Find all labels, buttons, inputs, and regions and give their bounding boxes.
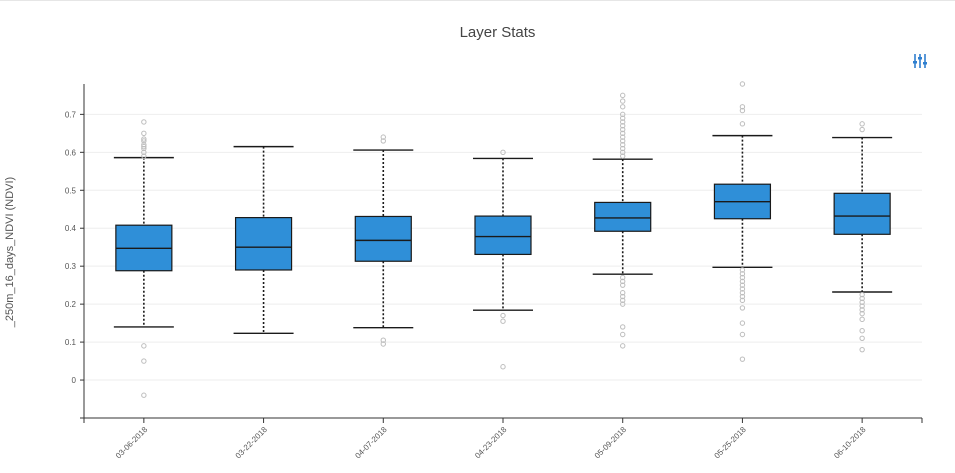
outlier-point [500,312,506,319]
outlier-point [739,305,746,311]
sliders-icon[interactable] [911,52,929,70]
outlier-point [739,121,746,127]
outlier-point [859,295,865,302]
y-tick-label: 0.6 [65,148,77,157]
outlier-point [141,392,147,398]
outlier-point [739,320,746,326]
outlier-point [620,149,626,156]
outlier-point [141,358,147,364]
outlier-point [739,104,746,110]
outlier-point [380,341,386,347]
outlier-point [620,343,626,349]
outlier-point [620,290,626,296]
y-tick-label: 0.2 [65,300,77,309]
box [234,217,293,271]
x-tick-label: 03-06-2018 [114,425,150,461]
outlier-point [620,126,626,133]
outlier-point [141,138,147,144]
box [474,215,532,256]
outlier-point [380,138,386,144]
outlier-point [620,104,626,110]
outlier-point [620,145,626,152]
outlier-point [620,111,626,118]
outlier-point [859,346,865,353]
outlier-point [859,316,865,323]
x-tick-label: 04-07-2018 [353,425,389,461]
x-tick-label: 05-09-2018 [593,425,629,461]
outlier-point [620,297,626,304]
y-tick-label: 0 [72,376,77,385]
outlier-point [739,271,746,277]
top-divider [0,0,955,1]
x-tick-label: 03-22-2018 [234,425,270,461]
outlier-point [500,149,506,156]
outlier-point [739,286,746,292]
outlier-point [739,331,746,338]
x-tick-label: 04-23-2018 [473,425,509,461]
outlier-point [620,301,626,307]
outlier-point [739,356,746,362]
outlier-point [859,126,865,133]
y-tick-label: 0.5 [65,186,77,195]
outlier-point [380,134,386,140]
outlier-point [380,337,386,343]
outlier-point [859,303,865,309]
outlier-point [620,331,626,338]
outlier-point [500,318,506,324]
box [354,215,412,262]
outlier-point [620,123,626,129]
outlier-point [739,267,746,273]
outlier-point [141,343,147,349]
y-tick-label: 0.7 [65,110,77,119]
outlier-point [859,299,865,305]
box [594,201,652,232]
outlier-point [739,293,746,300]
outlier-point [859,307,865,313]
outlier-point [620,324,626,330]
outlier-point [739,81,746,87]
outlier-point [620,153,626,159]
outlier-point [739,282,746,288]
outlier-point [141,153,147,159]
outlier-point [620,274,626,281]
y-tick-label: 0.1 [65,338,77,347]
outlier-point [141,136,147,142]
outlier-point [620,98,626,104]
outlier-point [620,115,626,121]
x-tick-label: 06-10-2018 [832,425,868,461]
outlier-point [141,142,147,148]
box [833,192,891,235]
outlier-point [620,282,626,288]
outlier-point [141,119,147,125]
outlier-point [739,290,746,296]
outlier-point [739,297,746,304]
outlier-point [620,130,626,137]
y-tick-label: 0.3 [65,262,77,271]
outlier-point [859,335,865,341]
outlier-point [620,92,626,99]
outlier-point [141,149,147,156]
outlier-point [141,143,147,150]
outlier-point [859,328,865,334]
outlier-point [620,119,626,125]
outlier-point [739,274,746,281]
outlier-point [141,145,147,152]
outlier-point [620,278,626,285]
outlier-point [739,107,746,114]
outlier-point [739,278,746,285]
outlier-point [859,310,865,317]
outlier-point [620,293,626,300]
y-tick-label: 0.4 [65,224,77,233]
outlier-point [620,134,626,140]
outlier-point [500,364,506,370]
chart-title: Layer Stats [459,24,536,41]
x-tick-label: 05-25-2018 [713,425,749,461]
outlier-point [141,130,147,137]
outlier-point [859,121,865,127]
outlier-point [859,291,865,298]
outlier-point [620,142,626,148]
outlier-point [620,138,626,144]
